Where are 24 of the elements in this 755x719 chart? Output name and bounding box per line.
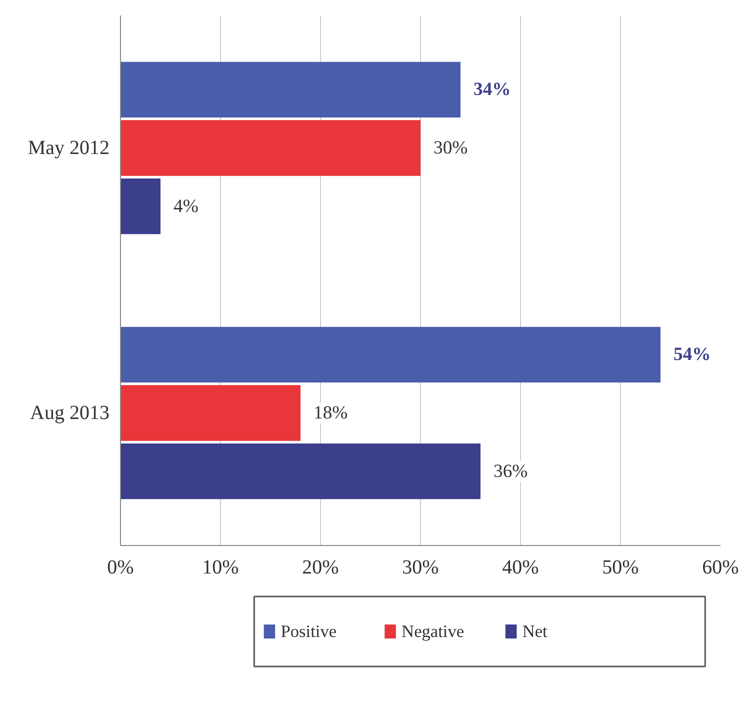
legend-label: Negative: [402, 622, 464, 641]
data-label: 30%: [434, 138, 468, 158]
bar: [120, 443, 480, 500]
x-tick-label: 30%: [402, 556, 439, 578]
bar: [120, 326, 660, 383]
x-tick-label: 60%: [702, 556, 739, 578]
data-label: 4%: [174, 196, 198, 217]
legend-label: Net: [522, 622, 548, 641]
bar: [120, 178, 160, 234]
bar: [120, 120, 420, 176]
x-tick-label: 40%: [502, 556, 539, 578]
x-tick-label: 0%: [107, 556, 134, 578]
data-label: 36%: [494, 460, 528, 482]
bar: [120, 62, 460, 118]
x-tick-label: 20%: [302, 556, 339, 578]
x-tick-label: 50%: [602, 556, 639, 578]
data-label: 54%: [674, 344, 711, 366]
legend-label: Positive: [280, 622, 337, 641]
x-tick-label: 10%: [202, 556, 239, 578]
bar: [120, 385, 300, 441]
data-label: 34%: [474, 79, 511, 100]
y-tick-label: May 2012: [28, 137, 110, 159]
y-tick-label: Aug 2013: [30, 402, 110, 424]
data-label: 18%: [314, 402, 348, 424]
